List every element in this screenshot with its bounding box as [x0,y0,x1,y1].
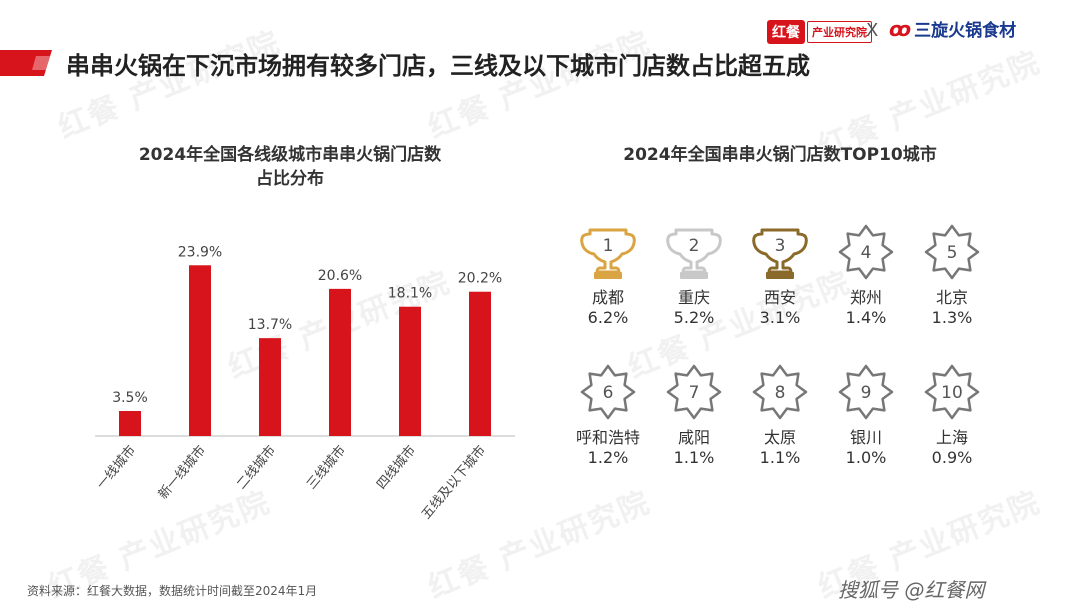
city-name: 西安 [763,288,796,307]
city-name: 郑州 [849,288,882,307]
top10-title: 2024年全国串串火锅门店数TOP10城市 [623,145,937,165]
top10-item: 7 咸阳 1.1% [654,362,734,468]
bar-value-label: 18.1% [388,286,432,302]
star-badge-icon: 4 [826,222,906,282]
star-badge-icon: 10 [912,362,992,422]
partner-mark-icon: ꝏ [889,16,912,41]
bar [119,411,141,436]
svg-text:7: 7 [689,383,700,403]
svg-text:3: 3 [775,236,786,256]
bar-value-label: 20.2% [458,271,502,287]
star-badge-icon: 5 [912,222,992,282]
top10-item: 9 银川 1.0% [826,362,906,468]
silver-trophy-icon: 2 [654,222,734,282]
city-name: 上海 [935,428,968,447]
bar-chart-title: 2024年全国各线级城市串串火锅门店数 占比分布 [138,145,442,189]
svg-text:4: 4 [861,243,872,263]
city-name: 呼和浩特 [575,428,640,447]
x-tick-label: 一线城市 [93,442,139,492]
city-share: 5.2% [673,308,715,327]
bar [469,291,491,436]
star-badge-icon: 6 [568,362,648,422]
bar-value-label: 3.5% [112,390,148,406]
x-tick-label: 二线城市 [233,442,279,492]
top10-item: 5 北京 1.3% [912,222,992,328]
top10-item: 6 呼和浩特 1.2% [568,362,648,468]
title-accent-icon [0,50,52,76]
city-share: 6.2% [587,308,629,327]
x-tick-label: 四线城市 [373,442,419,492]
bar [259,338,281,436]
svg-text:2: 2 [689,236,700,256]
hongcan-logo: 红餐 产业研究院 [767,20,872,44]
partner-logo: ꝏ 三旋火锅食材 [889,16,1017,42]
city-share: 1.3% [931,308,973,327]
x-tick-label: 三线城市 [303,442,349,492]
star-badge-icon: 9 [826,362,906,422]
top10-item: 10 上海 0.9% [912,362,992,468]
svg-text:10: 10 [941,383,963,403]
city-share: 0.9% [931,448,973,467]
city-share: 1.2% [587,448,629,467]
bar [189,265,211,436]
page-title: 串串火锅在下沉市场拥有较多门店，三线及以下城市门店数占比超五成 [66,52,810,80]
city-name: 太原 [763,428,796,447]
bar [399,306,421,436]
bar-value-label: 13.7% [248,317,292,333]
top10-item: 2 重庆 5.2% [654,222,734,328]
city-share: 1.4% [845,308,887,327]
city-share: 1.1% [759,448,801,467]
city-share: 3.1% [759,308,801,327]
city-share: 1.1% [673,448,715,467]
star-badge-icon: 8 [740,362,820,422]
svg-text:9: 9 [861,383,872,403]
footer-watermark: 搜狐号 @红餐网 [838,578,985,602]
bar [329,288,351,436]
svg-text:8: 8 [775,383,786,403]
x-tick-label: 五线及以下城市 [418,442,489,522]
source-note: 资料来源：红餐大数据，数据统计时间截至2024年1月 [27,584,318,598]
bar-value-label: 20.6% [318,268,362,284]
top10-item: 4 郑州 1.4% [826,222,906,328]
bronze-trophy-icon: 3 [740,222,820,282]
star-badge-icon: 7 [654,362,734,422]
city-name: 咸阳 [677,428,710,447]
city-name: 重庆 [677,288,710,307]
city-name: 银川 [849,428,882,447]
bar-chart: 3.5% 一线城市 23.9% 新一线城市 13.7% 二线城市 20.6% 三线城市 18.1… [93,244,515,522]
svg-text:6: 6 [603,383,614,403]
x-tick-label: 新一线城市 [155,442,209,502]
svg-text:1: 1 [603,236,614,256]
brand-separator: X [866,20,879,41]
city-name: 成都 [591,288,624,307]
gold-trophy-icon: 1 [568,222,648,282]
bar-value-label: 23.9% [178,244,222,260]
city-share: 1.0% [845,448,887,467]
top10-item: 8 太原 1.1% [740,362,820,468]
city-name: 北京 [935,288,968,307]
top10-item: 1 成都 6.2% [568,222,648,328]
top10-item: 3 西安 3.1% [740,222,820,328]
svg-text:5: 5 [947,243,958,263]
